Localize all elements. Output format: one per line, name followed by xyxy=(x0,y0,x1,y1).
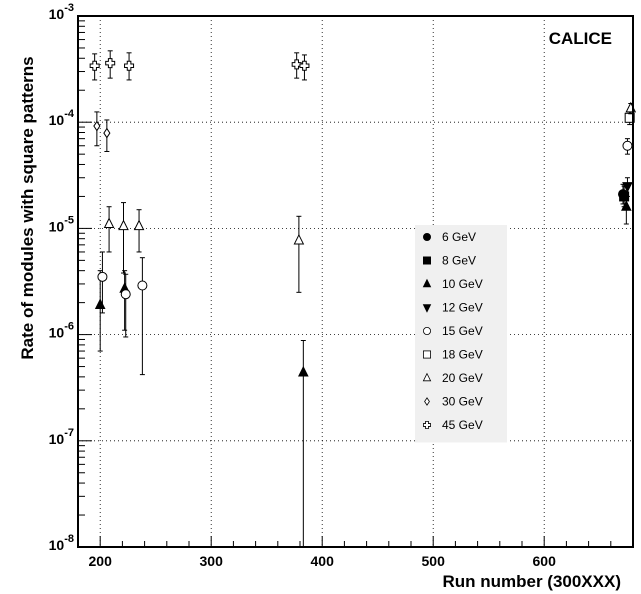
legend-item: 20 GeV xyxy=(422,371,483,385)
legend-label: 12 GeV xyxy=(442,301,483,315)
x-tick-label: 200 xyxy=(89,553,113,569)
legend-marker xyxy=(422,256,431,265)
data-point xyxy=(622,182,633,193)
legend-label: 6 GeV xyxy=(442,230,476,244)
legend-item: 6 GeV xyxy=(422,230,476,244)
x-axis-ticks: 200 300 400 500 600 xyxy=(77,536,634,569)
legend-item: 45 GeV xyxy=(422,418,483,432)
data-point xyxy=(103,217,115,229)
data-point xyxy=(124,60,135,71)
legend-label: 10 GeV xyxy=(442,277,483,291)
legend-label: 45 GeV xyxy=(442,418,483,432)
data-point xyxy=(291,59,302,70)
data-point xyxy=(89,60,100,71)
series-45-gev xyxy=(89,50,310,81)
legend-marker xyxy=(422,372,432,382)
data-point xyxy=(93,120,101,132)
legend-item: 12 GeV xyxy=(422,301,483,315)
x-tick-label: 500 xyxy=(422,553,446,569)
data-point xyxy=(120,289,131,300)
y-tick-label: 10-4 xyxy=(49,108,75,128)
legend: 6 GeV 8 GeV 10 GeV 12 GeV 15 GeV 18 GeV 20 GeV… xyxy=(415,225,507,443)
y-tick-label: 10-3 xyxy=(49,2,74,22)
legend-item: 30 GeV xyxy=(424,395,483,409)
legend-label: 18 GeV xyxy=(442,348,483,362)
legend-marker xyxy=(422,304,432,313)
data-point xyxy=(622,140,633,151)
legend-label: 8 GeV xyxy=(442,254,476,268)
x-tick-label: 400 xyxy=(311,553,335,569)
series-20-gev xyxy=(103,101,637,293)
legend-marker xyxy=(422,350,431,359)
series-12-gev xyxy=(622,177,633,197)
data-point xyxy=(621,200,632,211)
data-point xyxy=(299,60,310,71)
x-axis-title: Run number (300XXX) xyxy=(442,572,621,591)
legend-marker xyxy=(422,421,431,430)
data-point xyxy=(118,219,129,231)
y-axis-title: Rate of modules with square patterns xyxy=(18,56,37,359)
series-30-gev xyxy=(93,111,111,152)
calice-tag: CALICE xyxy=(549,29,612,48)
legend-marker xyxy=(422,278,432,288)
legend-item: 15 GeV xyxy=(422,324,483,338)
legend-marker xyxy=(424,397,430,406)
legend-item: 8 GeV xyxy=(422,254,476,268)
y-tick-label: 10-7 xyxy=(49,427,74,447)
y-tick-label: 10-5 xyxy=(49,214,74,234)
legend-marker xyxy=(422,232,431,241)
series-15-gev xyxy=(97,138,633,376)
data-point xyxy=(105,58,116,69)
x-tick-label: 300 xyxy=(200,553,224,569)
data-point xyxy=(137,280,148,291)
legend-item: 10 GeV xyxy=(422,277,483,291)
data-markers xyxy=(89,50,637,548)
plot-frame xyxy=(77,15,634,548)
grid xyxy=(78,16,633,547)
x-tick-label: 600 xyxy=(533,553,557,569)
data-point xyxy=(298,365,309,377)
y-tick-label: 10-8 xyxy=(49,533,74,553)
legend-item: 18 GeV xyxy=(422,348,483,362)
y-tick-label: 10-6 xyxy=(49,321,74,341)
legend-label: 30 GeV xyxy=(442,395,483,409)
legend-marker xyxy=(422,326,431,335)
data-point xyxy=(97,271,108,282)
series-10-gev xyxy=(94,195,632,548)
data-point xyxy=(103,127,111,139)
data-point xyxy=(293,233,305,245)
data-point xyxy=(133,219,145,231)
legend-label: 20 GeV xyxy=(442,371,483,385)
legend-label: 15 GeV xyxy=(442,324,483,338)
